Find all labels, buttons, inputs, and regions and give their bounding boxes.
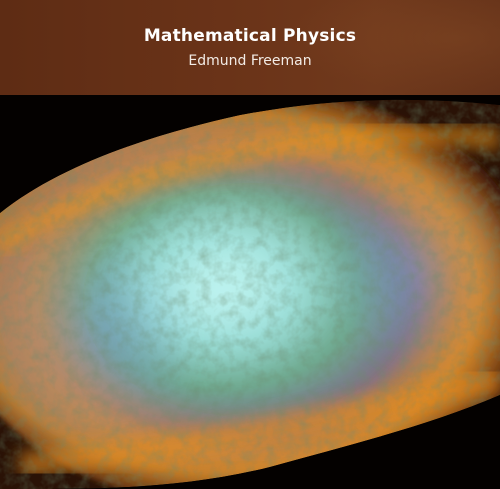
nebula-image (0, 95, 500, 489)
book-author: Edmund Freeman (188, 53, 312, 69)
book-title: Mathematical Physics (143, 26, 357, 46)
title-band: Mathematical Physics Edmund Freeman (0, 0, 500, 95)
